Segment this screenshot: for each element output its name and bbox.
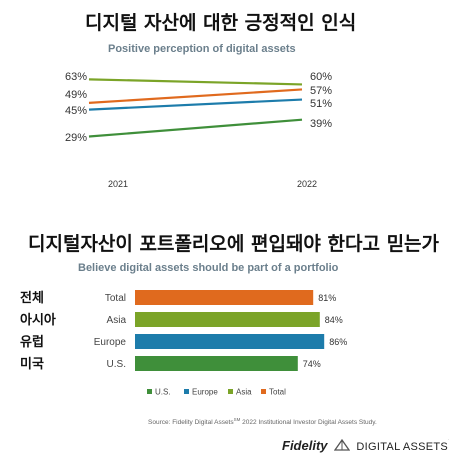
left-value-label: 45% xyxy=(65,105,87,117)
bar-value-label: 86% xyxy=(329,337,347,347)
row-label-ko: 유럽 xyxy=(20,335,44,350)
line-series-2 xyxy=(88,98,303,111)
right-value-label: 57% xyxy=(310,85,332,97)
x-tick-label: 2021 xyxy=(108,179,128,189)
logo-brand: Fidelity xyxy=(282,438,328,453)
bar-chart-title: 디지털자산이 포트폴리오에 편입돼야 한다고 믿는가 xyxy=(28,233,440,255)
legend-swatch xyxy=(261,389,266,394)
left-value-label: 29% xyxy=(65,132,87,144)
line-chart-title: 디지털 자산에 대한 긍정적인 인식 xyxy=(85,12,357,34)
row-label-ko: 전체 xyxy=(20,290,44,306)
row-label-ko: 미국 xyxy=(20,356,44,372)
pyramid-icon xyxy=(333,438,351,451)
line-series-1 xyxy=(88,88,303,104)
bar-chart-subtitle: Believe digital assets should be part of… xyxy=(78,262,339,274)
legend-label: Total xyxy=(269,388,286,397)
bar-chart: 전체 Total 81% 아시아 Asia 84% 유럽 Europe 86% 미국 U.S. 74%… xyxy=(20,290,347,397)
left-value-label: 49% xyxy=(65,89,87,101)
left-value-label: 63% xyxy=(65,71,87,83)
line-series-0 xyxy=(88,78,303,86)
legend-label: Europe xyxy=(192,388,218,397)
row-label-ko: 아시아 xyxy=(20,312,56,328)
line-chart-subtitle: Positive perception of digital assets xyxy=(108,43,296,55)
legend-swatch xyxy=(184,389,189,394)
legend-label: U.S. xyxy=(155,388,171,397)
row-label-en: U.S. xyxy=(107,359,126,370)
right-value-label: 51% xyxy=(310,98,332,110)
right-value-label: 60% xyxy=(310,71,332,83)
logo-product: DIGITAL ASSETS xyxy=(356,441,449,453)
bar-value-label: 84% xyxy=(325,315,343,325)
x-tick-label: 2022 xyxy=(297,179,317,189)
bar xyxy=(135,356,298,371)
line-series-3 xyxy=(88,118,303,138)
fidelity-logo: Fidelity DIGITAL ASSETS™ xyxy=(282,437,449,455)
bar xyxy=(135,334,325,349)
row-label-en: Total xyxy=(105,293,126,304)
bar xyxy=(135,312,320,327)
source-text-a: Source: Fidelity Digital Assets xyxy=(148,419,234,427)
row-label-en: Asia xyxy=(107,315,127,326)
bar-value-label: 74% xyxy=(303,359,321,369)
bar-value-label: 81% xyxy=(318,293,336,303)
legend-label: Asia xyxy=(236,388,252,397)
row-label-en: Europe xyxy=(94,337,127,348)
source-sup: SM xyxy=(233,417,241,422)
legend-swatch xyxy=(147,389,152,394)
source-text-b: 2022 Institutional Investor Digital Asse… xyxy=(240,419,377,427)
right-value-label: 39% xyxy=(310,118,332,130)
line-chart: 63% 49% 45% 29% 60% 57%51% 39% 2021 2022 xyxy=(65,71,332,189)
legend-swatch xyxy=(228,389,233,394)
source-note: Source: Fidelity Digital AssetsSM 2022 I… xyxy=(148,417,377,426)
bar xyxy=(135,290,314,305)
